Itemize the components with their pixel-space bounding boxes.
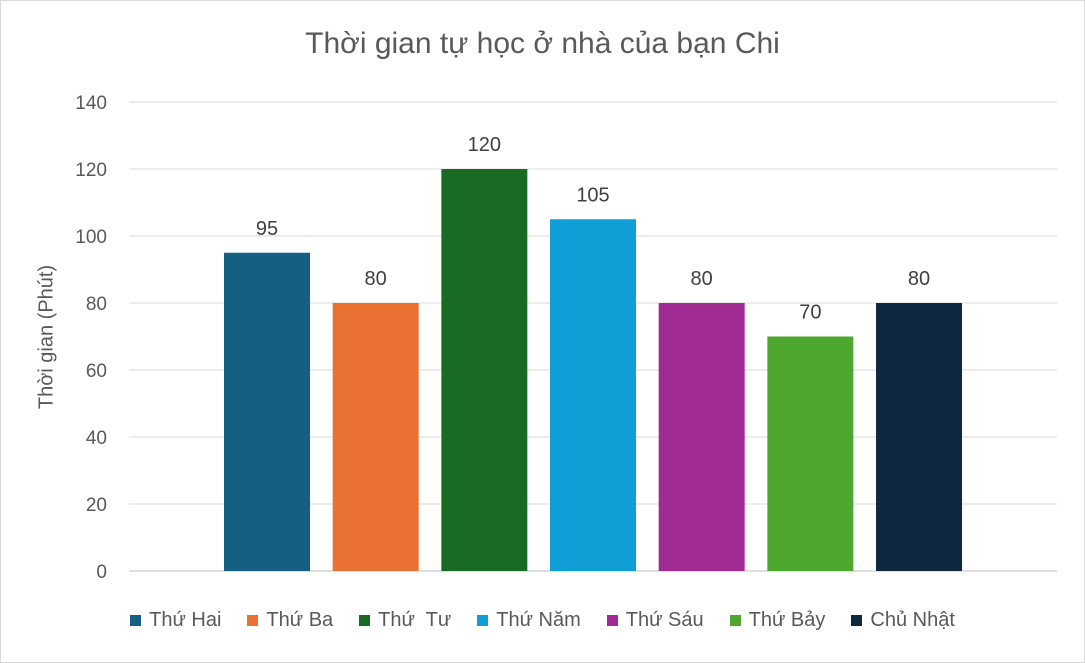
y-tick-label: 0 (96, 562, 107, 583)
legend-item: Thứ Hai (130, 609, 221, 632)
legend-label: Thứ Hai (149, 609, 222, 631)
bar (550, 219, 637, 571)
legend: Thứ Hai Thứ Ba Thứ Tư Thứ Năm Thứ Sáu Thứ Bảy… (1, 609, 1084, 632)
data-label: 95 (256, 218, 278, 240)
legend-item: Thứ Năm (477, 609, 581, 632)
data-label: 105 (576, 184, 609, 206)
legend-label: Thứ Bảy (748, 609, 826, 631)
legend-swatch (851, 615, 863, 626)
legend-label: Thứ Sáu (625, 609, 704, 631)
legend-swatch (729, 615, 741, 626)
legend-swatch (247, 615, 259, 626)
y-tick-label: 20 (86, 495, 107, 516)
legend-swatch (477, 615, 489, 626)
bar (658, 303, 745, 571)
legend-item: Thứ Tư (359, 609, 451, 632)
legend-item: Thứ Bảy (729, 609, 826, 632)
legend-item: Thứ Sáu (606, 609, 704, 632)
data-label: 120 (468, 134, 501, 156)
bar (441, 169, 528, 571)
legend-item: Thứ Ba (247, 609, 333, 632)
chart-title: Thời gian tự học ở nhà của bạn Chi (305, 27, 780, 60)
data-label: 70 (799, 302, 821, 324)
y-tick-label: 60 (86, 361, 107, 382)
legend-label: Thứ Tư (378, 609, 452, 631)
legend-label: Thứ Năm (496, 609, 581, 631)
legend-item: Chủ Nhật (851, 609, 955, 632)
bar (332, 303, 419, 571)
bar (767, 336, 854, 571)
y-tick-label: 140 (75, 93, 107, 114)
bar (224, 252, 310, 571)
legend-label: Thứ Ba (266, 609, 334, 631)
legend-swatch (606, 615, 618, 626)
data-label: 80 (691, 268, 713, 290)
plot-area: 0 20 40 60 80 100 120 140 95 80 120 105 80 70 80 (75, 93, 1057, 583)
bar (876, 303, 963, 571)
y-tick-label: 100 (75, 227, 107, 248)
legend-label: Chủ Nhật (870, 609, 955, 631)
legend-swatch (130, 615, 142, 626)
y-tick-label: 120 (75, 160, 107, 181)
data-label: 80 (365, 268, 387, 290)
y-tick-label: 40 (86, 428, 107, 449)
legend-swatch (359, 615, 371, 626)
y-tick-label: 80 (86, 294, 107, 315)
data-label: 80 (908, 268, 930, 290)
